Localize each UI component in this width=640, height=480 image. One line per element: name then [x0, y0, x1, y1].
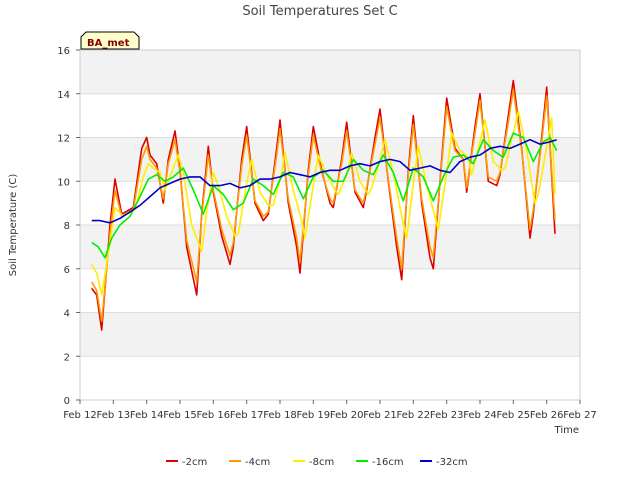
y-tick-label: 12 [57, 134, 70, 145]
x-tick-label: Feb 24 [463, 410, 497, 421]
site-badge: BA_met [80, 31, 140, 50]
y-tick-label: 10 [57, 177, 70, 188]
x-tick-label: Feb 19 [297, 410, 331, 421]
x-tick-label: Feb 26 [530, 410, 564, 421]
legend-label: -32cm [436, 457, 468, 468]
x-tick-label: Feb 15 [163, 410, 197, 421]
y-tick-label: 16 [57, 46, 70, 57]
x-tick-label: Feb 20 [330, 410, 364, 421]
x-tick-label: Feb 21 [363, 410, 397, 421]
x-tick-label: Feb 14 [130, 410, 164, 421]
y-tick-label: 4 [64, 309, 70, 320]
legend-label: -8cm [309, 457, 334, 468]
grid-band [80, 137, 580, 182]
x-tick-label: Feb 17 [230, 410, 264, 421]
badge-text: BA_met [87, 38, 130, 49]
x-tick-label: Feb 13 [97, 410, 131, 421]
y-axis-label: Soil Temperature (C) [8, 174, 19, 277]
y-axis-ticks: 0 2 4 6 8 10 12 14 16 [57, 46, 80, 407]
y-tick-label: 8 [64, 221, 70, 232]
legend-label: -16cm [372, 457, 404, 468]
grid-band [80, 225, 580, 269]
x-tick-label: Feb 25 [497, 410, 531, 421]
legend-label: -4cm [245, 457, 270, 468]
x-tick-label: Feb 16 [197, 410, 231, 421]
x-tick-label: Feb 12 [63, 410, 97, 421]
y-tick-label: 2 [64, 352, 70, 363]
grid-bands [79, 49, 581, 401]
grid-band [80, 312, 580, 357]
series-line-32cmcm [91, 138, 557, 224]
badge-shape [80, 31, 140, 50]
y-tick-label: 0 [64, 396, 70, 407]
x-axis-ticks: Feb 12 Feb 13 Feb 14 Feb 15 Feb 16 Feb 17 Feb … [63, 400, 597, 421]
grid-band [80, 50, 580, 94]
chart-title: Soil Temperatures Set C [242, 4, 397, 19]
y-tick-label: 6 [64, 265, 70, 276]
x-tick-label: Feb 27 [563, 410, 597, 421]
x-tick-label: Feb 18 [263, 410, 297, 421]
x-tick-label: Feb 23 [430, 410, 464, 421]
x-tick-label: Feb 22 [397, 410, 431, 421]
series-lines [91, 79, 558, 331]
legend: -2cm -4cm -8cm -16cm -32cm [166, 457, 468, 468]
x-axis-label: Time [554, 425, 579, 436]
legend-label: -2cm [182, 457, 207, 468]
y-tick-label: 14 [57, 90, 70, 101]
